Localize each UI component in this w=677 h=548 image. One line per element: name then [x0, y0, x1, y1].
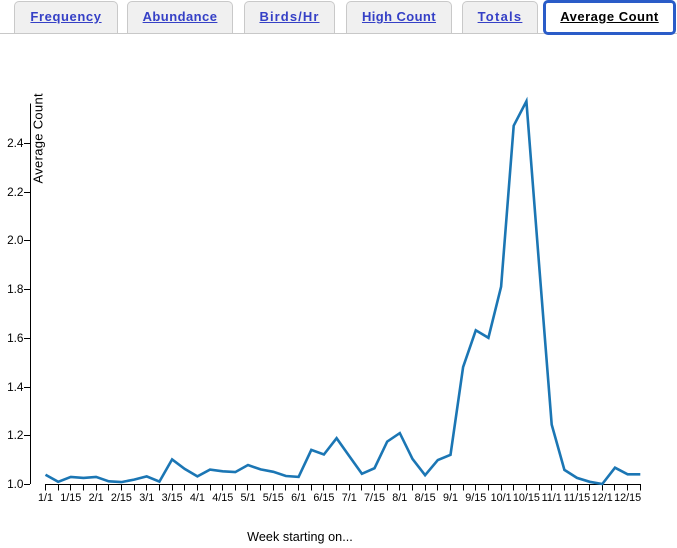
svg-text:1.0: 1.0	[7, 477, 24, 491]
svg-text:6/15: 6/15	[313, 492, 334, 504]
svg-text:2/15: 2/15	[111, 492, 132, 504]
svg-text:2.2: 2.2	[7, 185, 23, 199]
svg-text:2/1: 2/1	[89, 492, 104, 504]
svg-text:3/1: 3/1	[139, 492, 154, 504]
svg-text:2.0: 2.0	[7, 233, 24, 247]
svg-text:9/15: 9/15	[465, 492, 486, 504]
svg-text:1/15: 1/15	[60, 492, 81, 504]
svg-text:1.8: 1.8	[7, 282, 24, 296]
svg-text:12/15: 12/15	[614, 492, 641, 504]
svg-text:6/1: 6/1	[291, 492, 306, 504]
svg-text:1/1: 1/1	[38, 492, 53, 504]
svg-text:11/15: 11/15	[564, 492, 590, 504]
svg-text:10/15: 10/15	[513, 492, 540, 504]
svg-text:12/1: 12/1	[592, 492, 613, 504]
svg-text:Week starting on...: Week starting on...	[247, 530, 353, 544]
svg-text:Average Count: Average Count	[31, 93, 46, 183]
svg-text:1.2: 1.2	[7, 428, 23, 442]
svg-text:4/15: 4/15	[212, 492, 233, 504]
svg-text:9/1: 9/1	[443, 492, 458, 504]
svg-text:4/1: 4/1	[190, 492, 205, 504]
svg-text:8/15: 8/15	[415, 492, 436, 504]
svg-text:7/15: 7/15	[364, 492, 385, 504]
svg-text:10/1: 10/1	[491, 492, 512, 504]
svg-text:5/1: 5/1	[240, 492, 255, 504]
svg-text:7/1: 7/1	[342, 492, 357, 504]
svg-text:11/1: 11/1	[542, 492, 562, 504]
svg-text:3/15: 3/15	[162, 492, 183, 504]
svg-text:1.4: 1.4	[7, 380, 24, 394]
svg-text:8/1: 8/1	[392, 492, 407, 504]
svg-text:2.4: 2.4	[7, 136, 24, 150]
svg-text:1.6: 1.6	[7, 331, 24, 345]
svg-text:5/15: 5/15	[263, 492, 284, 504]
